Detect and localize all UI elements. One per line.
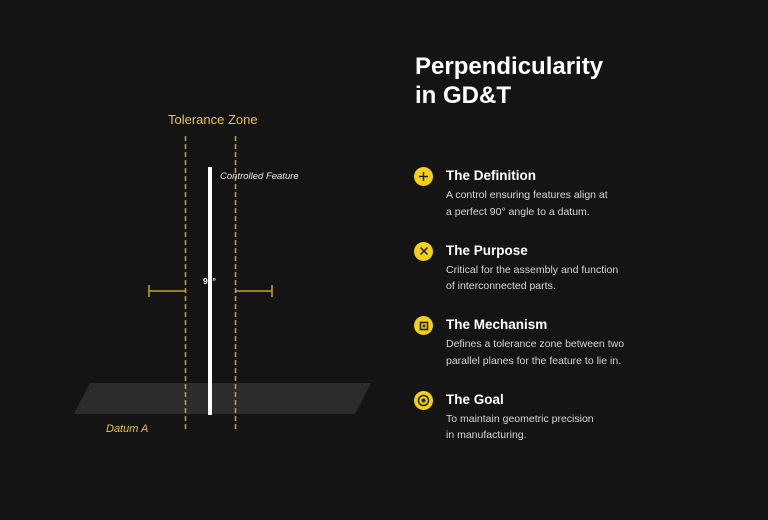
desc-line: of interconnected parts. bbox=[446, 280, 556, 292]
angle-label: 90° bbox=[203, 276, 216, 286]
perpendicularity-diagram: Tolerance Zone Controlled Feature 90° Da… bbox=[74, 112, 371, 435]
info-item-purpose: The Purpose Critical for the assembly an… bbox=[414, 241, 754, 317]
x-icon bbox=[414, 241, 433, 261]
info-heading: The Purpose bbox=[446, 242, 528, 258]
title-line-1: Perpendicularity bbox=[415, 53, 604, 80]
info-heading: The Goal bbox=[446, 391, 504, 407]
desc-line: A control ensuring features align at bbox=[446, 189, 608, 201]
info-list: The Definition A control ensuring featur… bbox=[414, 167, 754, 465]
datum-label: Datum A bbox=[106, 423, 149, 435]
page-title: Perpendicularity in GD&T bbox=[415, 52, 603, 110]
desc-line: parallel planes for the feature to lie i… bbox=[446, 354, 622, 367]
desc-line: To maintain geometric precision bbox=[446, 412, 594, 425]
controlled-feature-line bbox=[208, 167, 212, 415]
desc-line: Defines a tolerance zone between two bbox=[446, 338, 625, 350]
info-heading: The Mechanism bbox=[446, 317, 548, 332]
diagram-graphics bbox=[74, 136, 371, 432]
info-description: Critical for the assembly and function o… bbox=[446, 262, 676, 295]
info-item-goal: The Goal To maintain geometric precision… bbox=[414, 390, 754, 466]
plus-icon bbox=[414, 167, 433, 186]
desc-line: Critical for the assembly and function bbox=[446, 263, 619, 276]
info-item-definition: The Definition A control ensuring featur… bbox=[414, 167, 754, 242]
info-description: Defines a tolerance zone between two par… bbox=[446, 336, 676, 369]
info-description: A control ensuring features align at a p… bbox=[446, 187, 676, 220]
desc-line: in manufacturing. bbox=[446, 429, 527, 441]
info-description: To maintain geometric precision in manuf… bbox=[446, 411, 676, 444]
datum-plane bbox=[74, 383, 371, 414]
info-item-mechanism: The Mechanism Defines a tolerance zone b… bbox=[414, 316, 754, 391]
desc-line: a perfect 90° angle to a datum. bbox=[446, 205, 590, 218]
square-dot-icon bbox=[414, 316, 433, 335]
tolerance-zone-label: Tolerance Zone bbox=[168, 112, 258, 127]
controlled-feature-label: Controlled Feature bbox=[220, 171, 299, 182]
target-icon bbox=[414, 390, 433, 410]
info-heading: The Definition bbox=[446, 168, 536, 183]
title-line-2: in GD&T bbox=[415, 82, 511, 109]
